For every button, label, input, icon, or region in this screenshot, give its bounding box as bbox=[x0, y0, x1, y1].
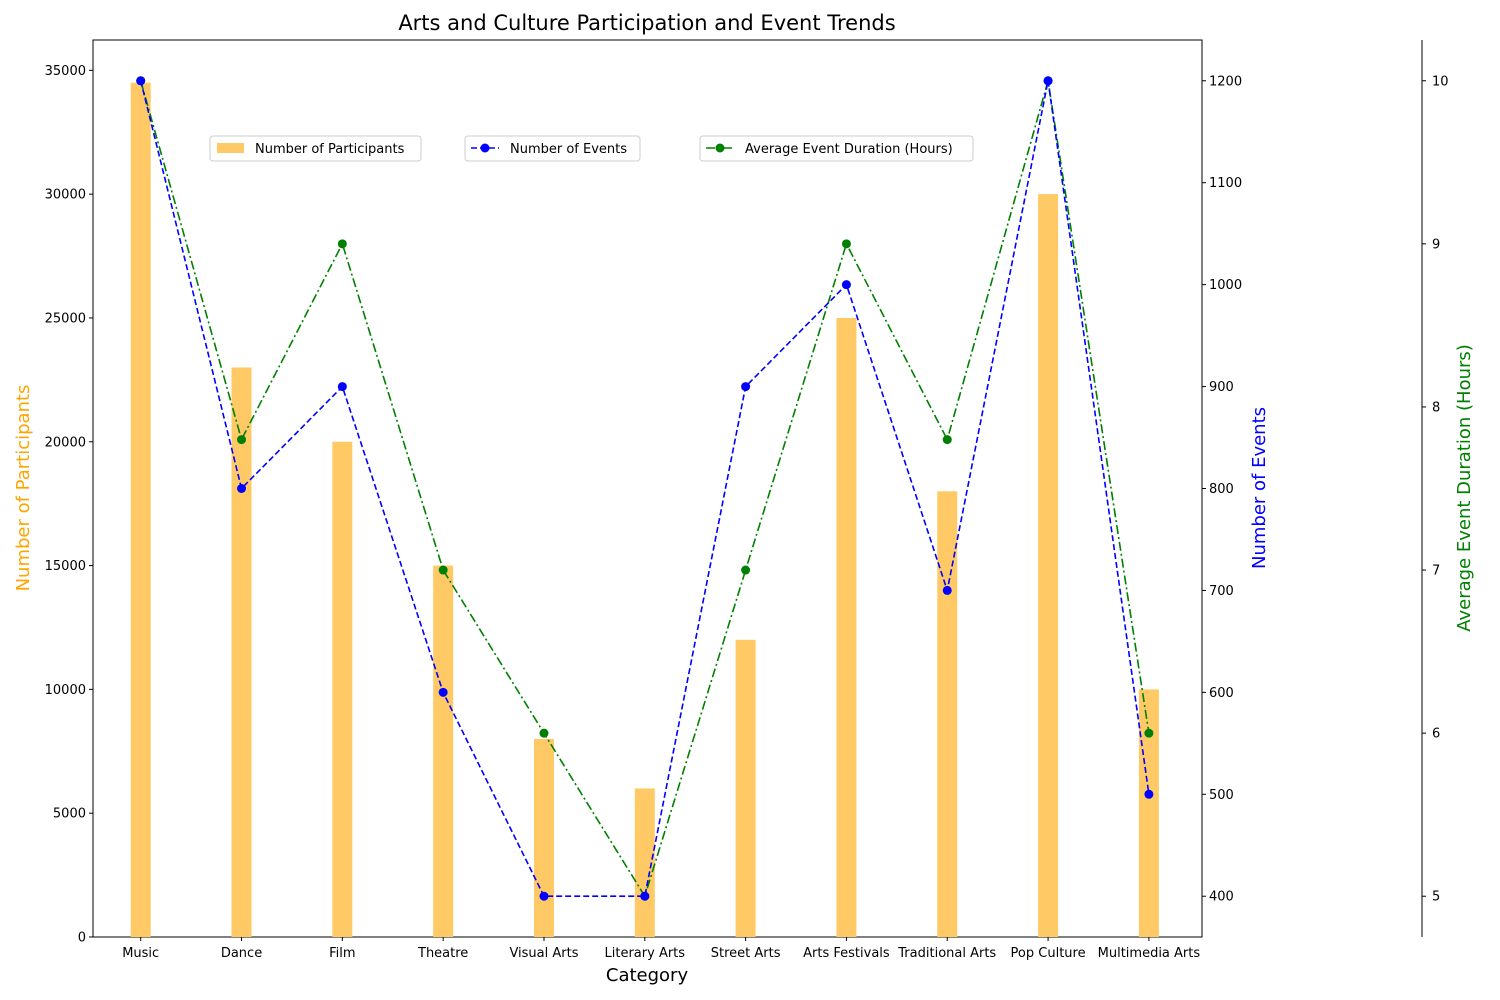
events-point-theatre bbox=[439, 688, 448, 697]
duration-line bbox=[141, 81, 1149, 896]
left-tick-label: 30000 bbox=[45, 188, 86, 203]
x-tick-label: Film bbox=[329, 946, 355, 961]
far-right-tick-label: 9 bbox=[1432, 237, 1440, 252]
events-point-pop-culture bbox=[1044, 76, 1053, 85]
left-tick-label: 10000 bbox=[45, 683, 86, 698]
chart-title: Arts and Culture Participation and Event… bbox=[398, 11, 895, 35]
left-tick-label: 35000 bbox=[45, 64, 86, 79]
events-point-film bbox=[338, 382, 347, 391]
bar-multimedia-arts bbox=[1139, 689, 1159, 937]
legend-label-participants: Number of Participants bbox=[255, 142, 405, 157]
bar-street-arts bbox=[736, 640, 756, 937]
far-right-tick-label: 5 bbox=[1432, 890, 1440, 905]
right-tick-label: 500 bbox=[1209, 788, 1234, 803]
right-tick-label: 1100 bbox=[1209, 176, 1242, 191]
duration-point-multimedia-arts bbox=[1144, 729, 1153, 738]
x-axis-title: Category bbox=[606, 965, 689, 986]
x-tick-label: Visual Arts bbox=[509, 946, 578, 961]
events-point-music bbox=[136, 76, 145, 85]
bar-dance bbox=[232, 367, 252, 937]
far-right-axis-ticks: 5 6 7 8 9 10 bbox=[1422, 74, 1449, 904]
duration-point-dance bbox=[237, 435, 246, 444]
legend-label-events: Number of Events bbox=[510, 142, 627, 157]
left-tick-label: 25000 bbox=[45, 311, 86, 326]
x-tick-label: Street Arts bbox=[711, 946, 781, 961]
left-tick-label: 5000 bbox=[53, 807, 86, 822]
series-lines bbox=[136, 76, 1153, 900]
far-right-tick-label: 10 bbox=[1432, 74, 1449, 89]
legend-swatch-participants bbox=[217, 143, 244, 153]
duration-point-arts-festivals bbox=[842, 239, 851, 248]
right-tick-label: 400 bbox=[1209, 890, 1234, 905]
duration-point-theatre bbox=[439, 566, 448, 575]
legend-participants: Number of Participants bbox=[210, 136, 421, 161]
x-tick-label: Traditional Arts bbox=[897, 946, 996, 961]
events-point-arts-festivals bbox=[842, 280, 851, 289]
right-tick-label: 900 bbox=[1209, 380, 1234, 395]
x-tick-label: Multimedia Arts bbox=[1098, 946, 1201, 961]
far-right-tick-label: 8 bbox=[1432, 400, 1440, 415]
bar-music bbox=[131, 83, 151, 937]
bar-traditional-arts bbox=[937, 491, 957, 937]
events-point-multimedia-arts bbox=[1144, 790, 1153, 799]
legend-label-duration: Average Event Duration (Hours) bbox=[745, 142, 953, 157]
events-line bbox=[141, 81, 1149, 896]
x-tick-label: Music bbox=[122, 946, 159, 961]
x-tick-label: Dance bbox=[221, 946, 262, 961]
events-point-traditional-arts bbox=[943, 586, 952, 595]
x-axis-ticks: Music Dance Film Theatre Visual Arts Literary… bbox=[122, 937, 1200, 961]
events-point-literary-arts bbox=[640, 892, 649, 901]
bar-visual-arts bbox=[534, 739, 554, 937]
bar-theatre bbox=[433, 566, 453, 937]
duration-point-street-arts bbox=[741, 566, 750, 575]
bar-film bbox=[332, 442, 352, 937]
right-axis-title: Number of Events bbox=[1249, 407, 1270, 569]
left-tick-label: 15000 bbox=[45, 559, 86, 574]
left-tick-label: 0 bbox=[78, 931, 86, 946]
events-point-visual-arts bbox=[539, 892, 548, 901]
duration-point-visual-arts bbox=[539, 729, 548, 738]
x-tick-label: Pop Culture bbox=[1011, 946, 1086, 961]
right-tick-label: 600 bbox=[1209, 686, 1234, 701]
far-right-tick-label: 7 bbox=[1432, 564, 1440, 579]
bar-arts-festivals bbox=[836, 318, 856, 937]
far-right-tick-label: 6 bbox=[1432, 727, 1440, 742]
legend-events: Number of Events bbox=[465, 136, 640, 161]
right-tick-label: 1000 bbox=[1209, 278, 1242, 293]
legend-marker-duration bbox=[716, 144, 725, 153]
legend-marker-events bbox=[481, 144, 490, 153]
duration-point-traditional-arts bbox=[943, 435, 952, 444]
events-point-street-arts bbox=[741, 382, 750, 391]
x-tick-label: Theatre bbox=[417, 946, 468, 961]
left-axis-ticks: 0 5000 10000 15000 20000 25000 30000 35000 bbox=[45, 64, 93, 946]
right-tick-label: 700 bbox=[1209, 584, 1234, 599]
events-point-dance bbox=[237, 484, 246, 493]
right-tick-label: 1200 bbox=[1209, 74, 1242, 89]
far-right-axis-title: Average Event Duration (Hours) bbox=[1454, 344, 1475, 632]
participants-bars bbox=[131, 83, 1159, 937]
x-tick-label: Literary Arts bbox=[605, 946, 686, 961]
right-axis-ticks: 400 500 600 700 800 900 1000 1100 1200 bbox=[1202, 74, 1242, 904]
duration-point-film bbox=[338, 239, 347, 248]
left-axis-title: Number of Participants bbox=[13, 385, 34, 592]
bar-pop-culture bbox=[1038, 194, 1058, 937]
left-tick-label: 20000 bbox=[45, 435, 86, 450]
legend-duration: Average Event Duration (Hours) bbox=[700, 136, 973, 161]
right-tick-label: 800 bbox=[1209, 482, 1234, 497]
x-tick-label: Arts Festivals bbox=[803, 946, 890, 961]
